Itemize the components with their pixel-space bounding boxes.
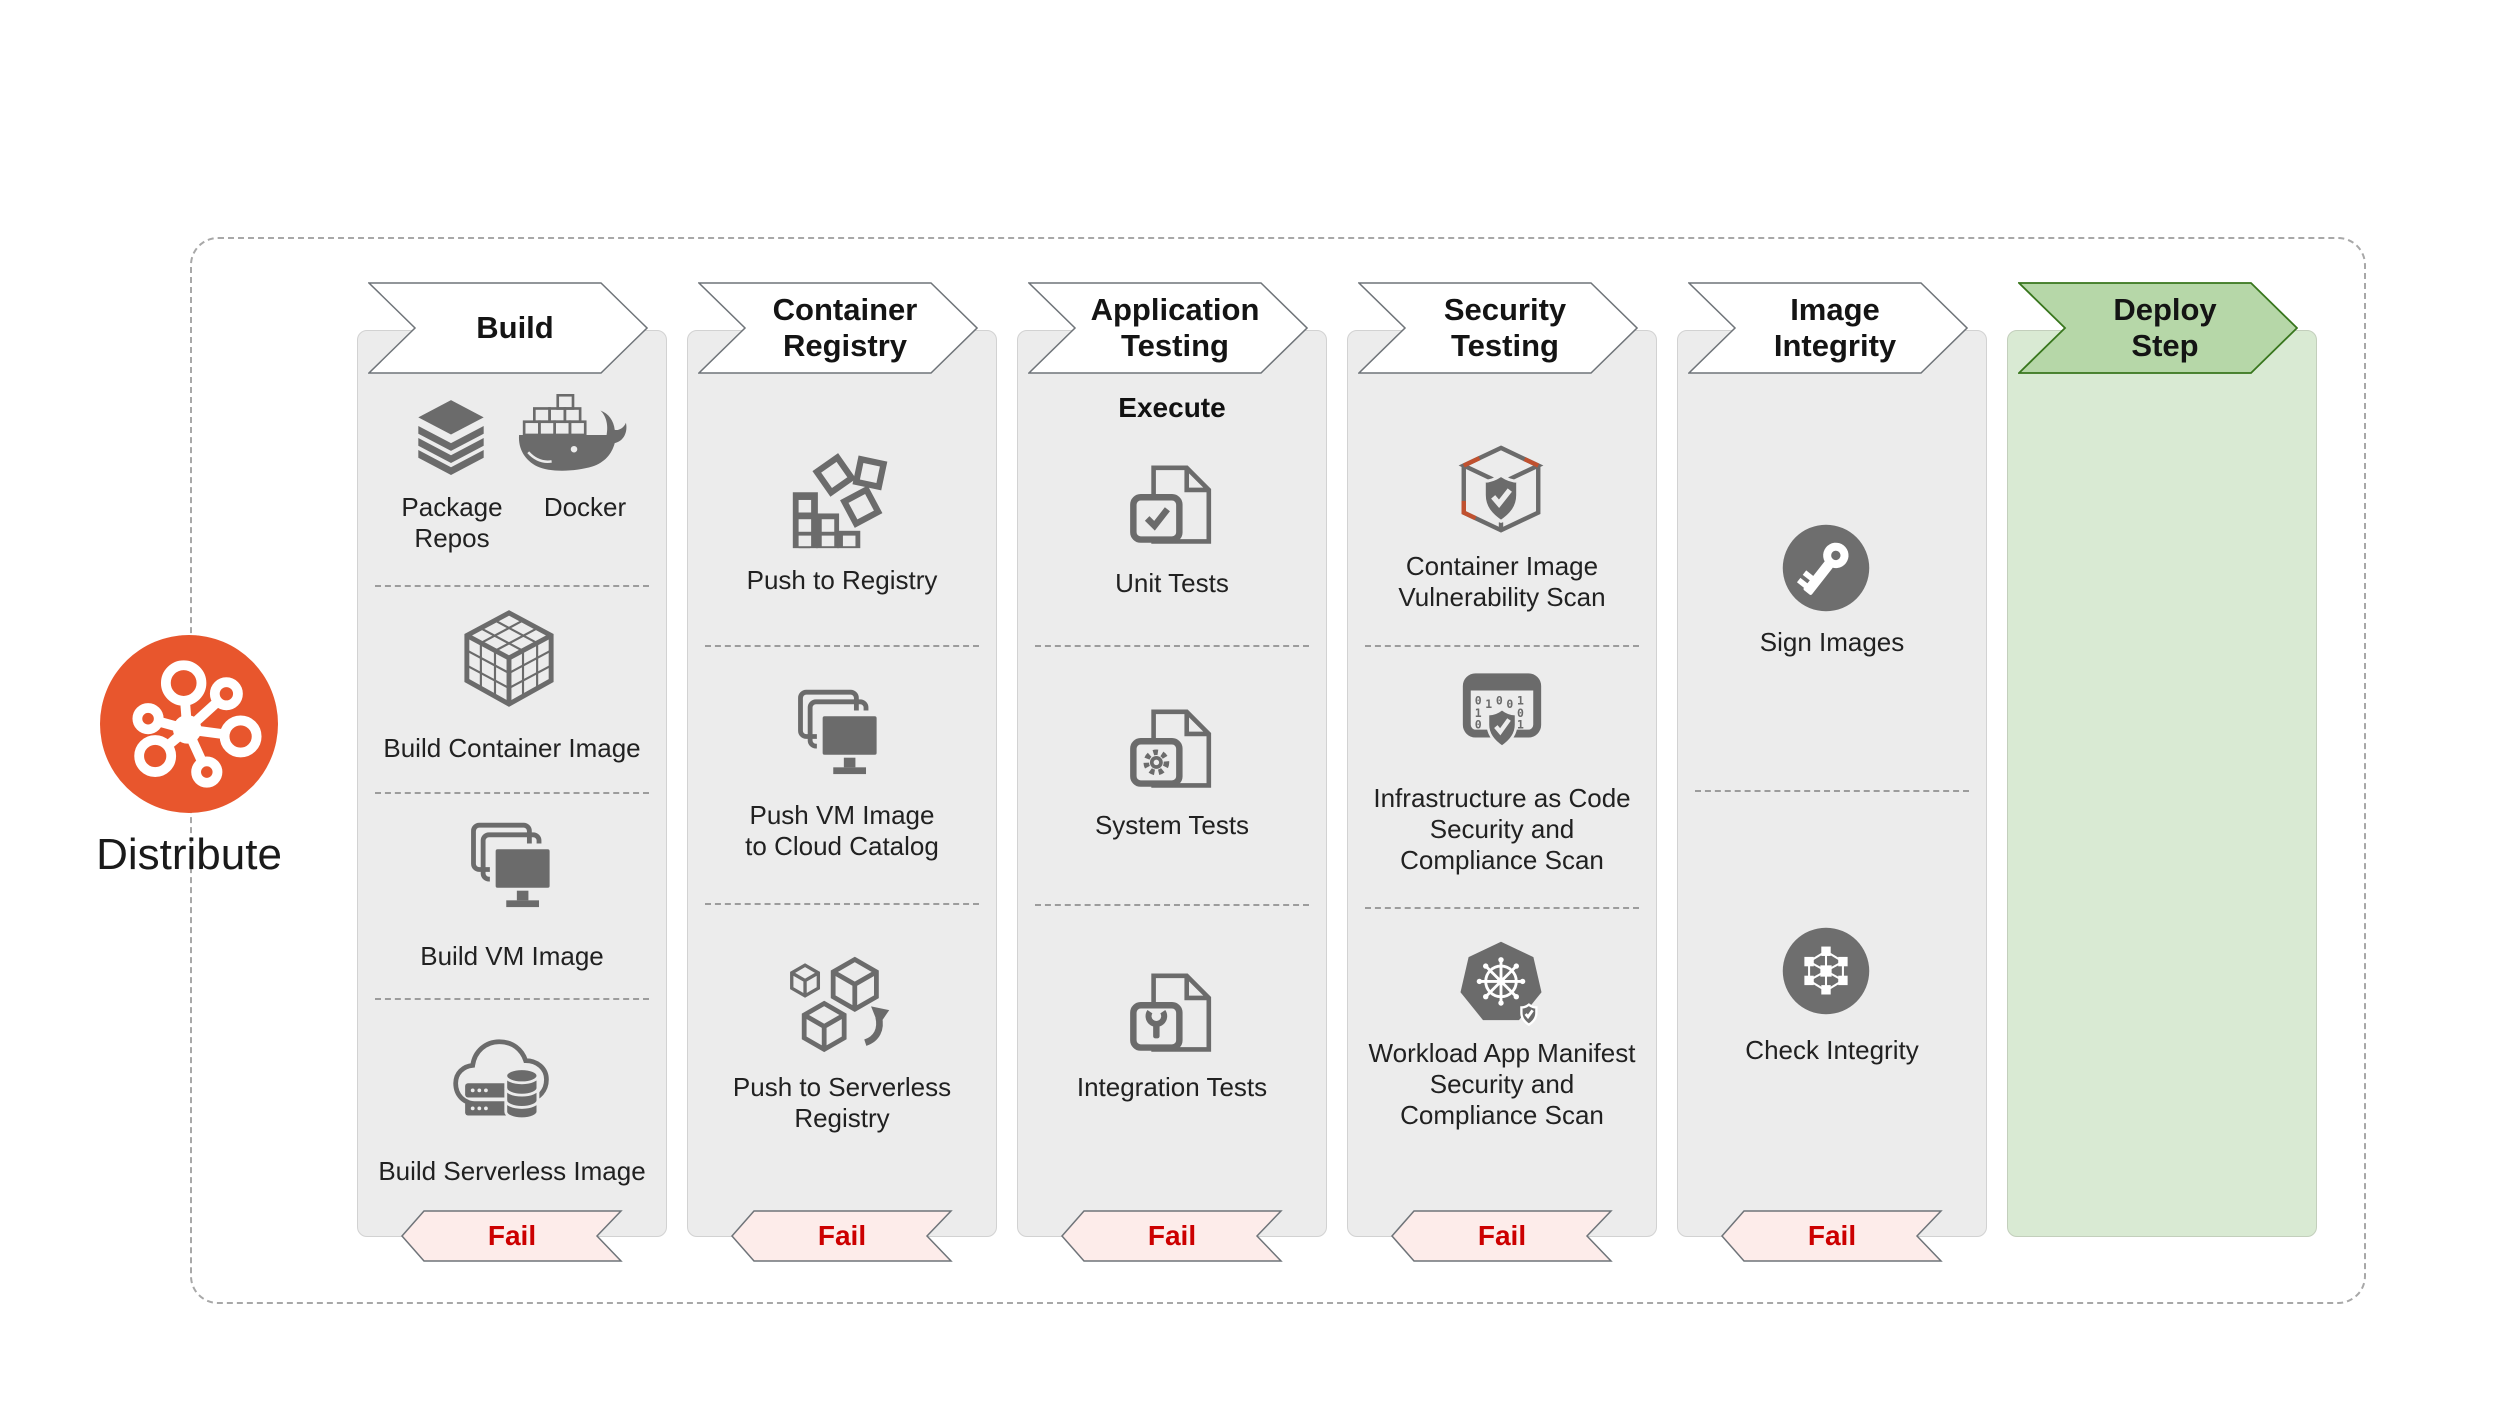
build-separator-2 xyxy=(375,792,649,794)
workload-manifest-scan-icon xyxy=(1460,941,1542,1027)
registry-separator-1 xyxy=(705,645,979,647)
build-fail-label: Fail xyxy=(487,1220,537,1251)
check-integrity-label: Check Integrity xyxy=(1745,1035,1919,1065)
svg-text:1: 1 xyxy=(1517,717,1524,731)
security-fail-label: Fail xyxy=(1477,1220,1527,1251)
security-separator-1 xyxy=(1365,645,1639,647)
iac-scan-label: Infrastructure as Code Security and Comp… xyxy=(1373,783,1631,875)
push-to-registry-label: Push to Registry xyxy=(746,565,938,595)
package-repos-icon xyxy=(418,400,484,475)
security-separator-2 xyxy=(1365,907,1639,909)
vulnerability-scan-box-icon xyxy=(1458,445,1544,533)
distribute-stage-label: Distribute xyxy=(96,830,282,879)
integrity-fail-banner xyxy=(1721,1210,1943,1262)
registry-fail-label: Fail xyxy=(817,1220,867,1251)
registry-building-icon xyxy=(792,453,888,549)
unit-tests-doc-icon xyxy=(1130,465,1212,544)
vm-image-icon xyxy=(471,822,556,908)
build-vm-image-label: Build VM Image xyxy=(420,941,604,971)
sign-images-label: Sign Images xyxy=(1759,627,1905,657)
application-testing-header-arrow xyxy=(1028,282,1308,374)
svg-text:1: 1 xyxy=(1485,697,1492,711)
build-separator-1 xyxy=(375,585,649,587)
push-to-serverless-registry-label: Push to Serverless Registry xyxy=(732,1072,952,1133)
distribute-network-icon xyxy=(100,635,278,813)
container-image-vulnerability-scan-label: Container Image Vulnerability Scan xyxy=(1398,551,1606,612)
deploy-step-column xyxy=(2007,330,2317,1237)
integration-tests-doc-icon xyxy=(1130,973,1212,1052)
security-fail-banner xyxy=(1391,1210,1613,1262)
security-testing-header-arrow xyxy=(1358,282,1638,374)
check-integrity-icon xyxy=(1782,927,1870,1015)
svg-text:0: 0 xyxy=(1496,694,1503,708)
build-header-label: Build xyxy=(476,310,554,345)
build-fail-banner xyxy=(401,1210,623,1262)
build-container-image-label: Build Container Image xyxy=(383,733,641,763)
execute-subtitle: Execute xyxy=(1118,392,1226,423)
workload-manifest-scan-label: Workload App Manifest Security and Compl… xyxy=(1368,1038,1636,1130)
integrity-separator-1 xyxy=(1695,790,1969,792)
apptest-separator-2 xyxy=(1035,904,1309,906)
deploy-step-header-arrow xyxy=(2018,282,2298,374)
image-integrity-header-arrow xyxy=(1688,282,1968,374)
svg-text:0: 0 xyxy=(1475,694,1482,708)
docker-whale-icon xyxy=(518,394,627,471)
integration-tests-label: Integration Tests xyxy=(1076,1072,1268,1102)
sign-images-key-icon xyxy=(1782,524,1870,612)
system-tests-label: System Tests xyxy=(1094,810,1250,840)
apptest-fail-banner xyxy=(1061,1210,1283,1262)
deploy-step-header-label: Deploy Step xyxy=(2113,292,2217,363)
vm-image-icon xyxy=(798,689,883,775)
push-vm-image-label: Push VM Image to Cloud Catalog xyxy=(745,800,939,861)
container-registry-header-arrow xyxy=(698,282,978,374)
cubes-push-icon xyxy=(790,956,890,1053)
image-integrity-column xyxy=(1677,330,1987,1237)
svg-text:1: 1 xyxy=(1517,694,1524,708)
svg-text:0: 0 xyxy=(1475,717,1482,731)
image-integrity-header-label: Image Integrity xyxy=(1773,292,1897,363)
build-separator-3 xyxy=(375,998,649,1000)
registry-fail-banner xyxy=(731,1210,953,1262)
docker-label: Docker xyxy=(543,492,627,522)
integrity-fail-label: Fail xyxy=(1807,1220,1857,1251)
svg-text:1: 1 xyxy=(1475,706,1482,720)
serverless-cloud-icon xyxy=(453,1039,549,1121)
package-repos-label: Package Repos xyxy=(401,492,503,553)
build-serverless-image-label: Build Serverless Image xyxy=(378,1156,646,1186)
security-testing-header-label: Security Testing xyxy=(1443,292,1567,363)
application-testing-header-label: Application Testing xyxy=(1090,292,1260,363)
apptest-separator-1 xyxy=(1035,645,1309,647)
svg-text:0: 0 xyxy=(1517,706,1524,720)
build-header-arrow xyxy=(368,282,648,374)
unit-tests-label: Unit Tests xyxy=(1115,568,1229,598)
registry-separator-2 xyxy=(705,903,979,905)
svg-text:0: 0 xyxy=(1506,697,1513,711)
system-tests-doc-icon xyxy=(1130,709,1212,788)
container-registry-header-label: Container Registry xyxy=(772,292,918,363)
container-image-cube-icon xyxy=(464,610,554,707)
apptest-fail-label: Fail xyxy=(1147,1220,1197,1251)
